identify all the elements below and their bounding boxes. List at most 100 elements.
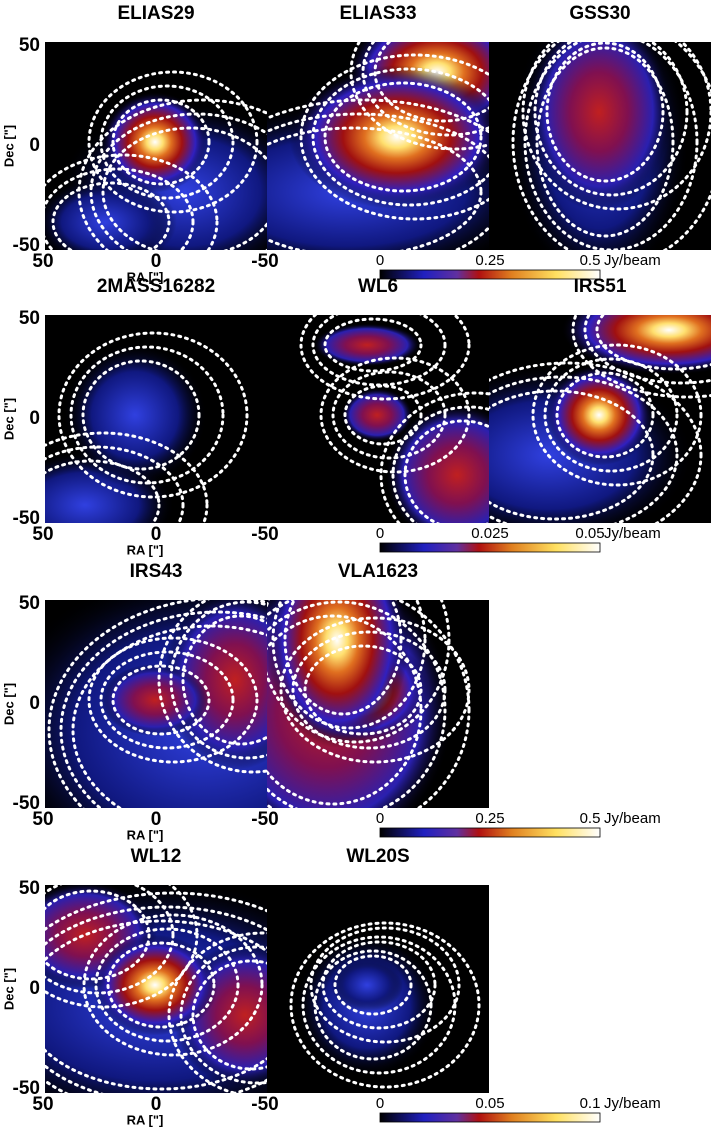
contour bbox=[535, 46, 675, 238]
contour bbox=[543, 357, 679, 473]
emission bbox=[299, 315, 489, 523]
contour bbox=[303, 644, 423, 736]
x-tick-label: 0 bbox=[151, 809, 162, 830]
contour bbox=[279, 616, 471, 764]
x-tick-label: -50 bbox=[251, 1094, 278, 1115]
colorbar-unit: Jy/beam bbox=[604, 525, 661, 542]
contour bbox=[531, 343, 703, 487]
contour bbox=[343, 384, 423, 446]
colorbar-tick-label: 0 bbox=[376, 525, 384, 542]
emission-blob bbox=[331, 958, 403, 1012]
contour bbox=[82, 913, 264, 1057]
contour bbox=[157, 600, 267, 774]
emission-blob bbox=[527, 42, 671, 211]
colorbar-tick-label: 0.5 bbox=[580, 252, 601, 269]
y-axis-label: Dec ["] bbox=[1, 968, 16, 1010]
emission bbox=[45, 885, 267, 1093]
contour bbox=[47, 600, 267, 808]
y-tick-label: -50 bbox=[13, 793, 40, 814]
contour bbox=[111, 664, 211, 736]
emission-blob bbox=[63, 343, 207, 487]
contour bbox=[311, 67, 489, 207]
contour bbox=[301, 935, 457, 1075]
map-panel bbox=[267, 42, 489, 250]
emission-blob bbox=[267, 600, 409, 748]
y-tick-label: 0 bbox=[29, 408, 40, 429]
contour bbox=[331, 370, 447, 460]
x-tick-label: 50 bbox=[32, 251, 53, 272]
y-tick-label: 50 bbox=[19, 593, 40, 614]
contour bbox=[349, 42, 489, 151]
contour bbox=[87, 636, 259, 764]
contour bbox=[299, 315, 471, 401]
map-panel bbox=[267, 315, 489, 523]
map-panel bbox=[45, 315, 267, 523]
contour bbox=[45, 459, 161, 523]
emission bbox=[45, 70, 267, 250]
y-tick-label: -50 bbox=[13, 235, 40, 256]
x-tick-label: 50 bbox=[32, 1094, 53, 1115]
x-tick-label: 50 bbox=[32, 809, 53, 830]
contour bbox=[179, 945, 267, 1085]
colorbar-tick-label: 0 bbox=[376, 810, 384, 827]
colorbar-tick-label: 0.25 bbox=[475, 252, 504, 269]
y-axis-label: Dec ["] bbox=[1, 398, 16, 440]
contour bbox=[77, 98, 267, 250]
contour bbox=[51, 181, 171, 250]
colorbar-unit: Jy/beam bbox=[604, 252, 661, 269]
contour bbox=[299, 53, 489, 221]
contour bbox=[57, 331, 249, 499]
contour bbox=[45, 445, 185, 523]
contour bbox=[45, 885, 199, 1009]
contour bbox=[45, 889, 151, 981]
contour bbox=[99, 84, 235, 200]
contour bbox=[319, 356, 471, 474]
contour bbox=[45, 885, 175, 995]
contour bbox=[361, 42, 489, 137]
colorbar-tick-label: 0.05 bbox=[475, 1095, 504, 1112]
contour bbox=[87, 70, 259, 214]
y-tick-label: 0 bbox=[29, 978, 40, 999]
contour bbox=[521, 42, 711, 211]
panel-title: ELIAS33 bbox=[339, 3, 416, 24]
contour bbox=[323, 317, 423, 373]
contour bbox=[94, 927, 240, 1043]
map-panel bbox=[45, 600, 267, 808]
contour bbox=[489, 375, 679, 523]
panel-title: 2MASS16282 bbox=[97, 276, 215, 297]
x-tick-label: 0 bbox=[151, 251, 162, 272]
emission-blob bbox=[313, 323, 421, 367]
emission bbox=[489, 315, 711, 523]
contour bbox=[289, 921, 481, 1089]
contour bbox=[45, 919, 267, 1091]
contour bbox=[571, 315, 711, 399]
contour bbox=[106, 941, 216, 1029]
y-tick-label: -50 bbox=[13, 1078, 40, 1099]
contour bbox=[283, 600, 403, 716]
emission bbox=[289, 921, 481, 1089]
contour bbox=[267, 126, 483, 250]
contour bbox=[45, 891, 267, 1093]
y-axis-label: Dec ["] bbox=[1, 125, 16, 167]
map-panel bbox=[267, 600, 489, 808]
x-tick-label: -50 bbox=[251, 251, 278, 272]
x-tick-label: 50 bbox=[32, 524, 53, 545]
contour bbox=[167, 931, 267, 1093]
contour bbox=[111, 98, 211, 186]
contour bbox=[403, 419, 489, 523]
y-tick-label: 50 bbox=[19, 878, 40, 899]
colorbar-tick-label: 0.05 bbox=[575, 525, 604, 542]
colorbar-tick-label: 0.025 bbox=[471, 525, 509, 542]
colorbar-unit: Jy/beam bbox=[604, 810, 661, 827]
contour bbox=[81, 359, 201, 471]
emission-blob bbox=[92, 934, 218, 1036]
contour bbox=[45, 431, 209, 523]
contour bbox=[555, 371, 655, 459]
contour bbox=[45, 153, 219, 250]
contour bbox=[191, 959, 267, 1071]
emission bbox=[267, 600, 471, 808]
map-panel bbox=[489, 315, 711, 523]
contour bbox=[99, 650, 235, 750]
y-tick-label: 0 bbox=[29, 135, 40, 156]
